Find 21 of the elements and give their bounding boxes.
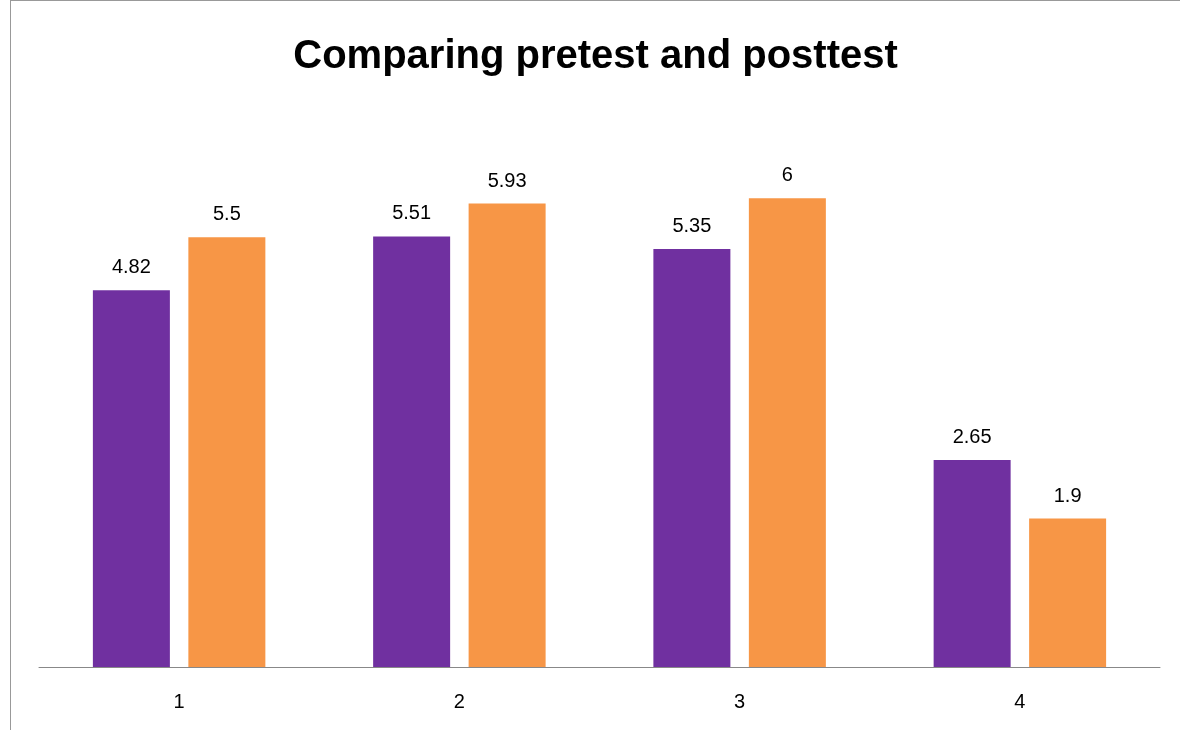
bar xyxy=(188,237,266,667)
bar xyxy=(748,198,826,667)
bar xyxy=(373,236,451,667)
bar xyxy=(468,203,546,667)
x-tick-label: 3 xyxy=(734,690,746,712)
x-tick-label: 4 xyxy=(1014,690,1026,712)
chart-title: Comparing pretest and posttest xyxy=(293,32,898,76)
data-label: 2.65 xyxy=(952,424,992,447)
x-tick-label: 2 xyxy=(453,690,465,712)
bar xyxy=(653,248,731,667)
data-label: 6 xyxy=(781,163,793,186)
bar xyxy=(933,459,1011,667)
data-label: 5.93 xyxy=(487,168,527,191)
data-label: 5.51 xyxy=(392,201,432,224)
data-label: 5.35 xyxy=(672,213,712,236)
data-label: 1.9 xyxy=(1053,483,1082,506)
data-label: 5.5 xyxy=(212,202,241,225)
bar xyxy=(1029,518,1107,667)
bar xyxy=(92,290,170,667)
x-tick-label: 1 xyxy=(173,690,185,712)
data-label: 4.82 xyxy=(111,255,151,278)
